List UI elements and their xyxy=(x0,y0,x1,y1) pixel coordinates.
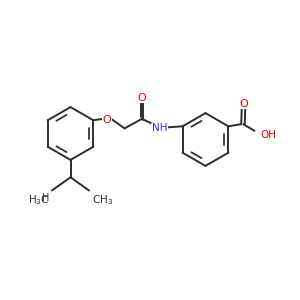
Text: O: O xyxy=(240,99,248,109)
Text: NH: NH xyxy=(152,123,167,133)
Text: H: H xyxy=(42,193,50,203)
Text: H$_3$C: H$_3$C xyxy=(28,193,50,207)
Text: O: O xyxy=(138,93,146,103)
Text: OH: OH xyxy=(260,130,276,140)
Text: CH$_3$: CH$_3$ xyxy=(92,193,113,207)
Text: O: O xyxy=(103,115,112,125)
